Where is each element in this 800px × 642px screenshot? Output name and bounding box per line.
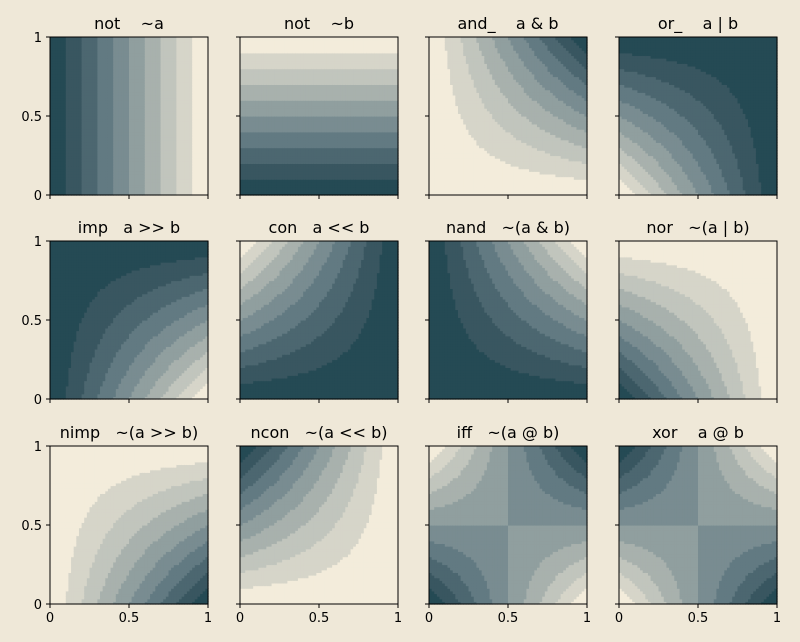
subplot-title: not ~a bbox=[94, 14, 164, 33]
contour-fill bbox=[50, 37, 209, 196]
